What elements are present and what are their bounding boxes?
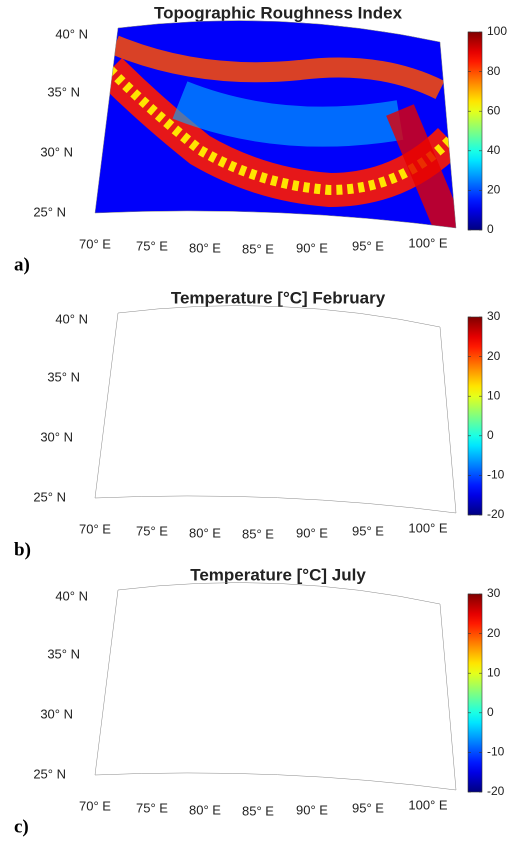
lat-label: 25° N (33, 766, 66, 781)
colorbar-tick-label: -10 (487, 468, 505, 482)
colorbar-tick-label: 60 (487, 103, 501, 117)
lon-label: 70° E (79, 236, 111, 251)
panel-title: Temperature [°C] February (171, 288, 386, 307)
lon-label: 75° E (136, 523, 168, 538)
colorbar-tick-label: 100 (487, 24, 507, 38)
colorbar-tick-label: -20 (487, 784, 505, 798)
lon-label: 80° E (189, 525, 221, 540)
lat-label: 35° N (47, 84, 80, 99)
colorbar-tick-label: 10 (487, 665, 501, 679)
lon-label: 95° E (352, 238, 384, 253)
lon-label: 85° E (242, 526, 274, 541)
colorbar-tick-label: 0 (487, 428, 494, 442)
lon-label: 100° E (408, 520, 448, 535)
lon-label: 70° E (79, 798, 111, 813)
lon-label: 75° E (136, 238, 168, 253)
lon-label: 100° E (408, 797, 448, 812)
colorbar-tick-label: 0 (487, 222, 494, 236)
lon-label: 100° E (408, 235, 448, 250)
lon-label: 80° E (189, 802, 221, 817)
panel-label: c) (14, 816, 29, 837)
lat-label: 40° N (55, 311, 88, 326)
colorbar-tick-label: 20 (487, 349, 501, 363)
lon-label: 75° E (136, 800, 168, 815)
colorbar-tick-label: -10 (487, 745, 505, 759)
lat-label: 35° N (47, 646, 80, 661)
lat-label: 30° N (40, 706, 73, 721)
panel-title: Topographic Roughness Index (154, 3, 403, 22)
colorbar-tick-label: 80 (487, 64, 501, 78)
lat-label: 25° N (33, 489, 66, 504)
lat-label: 30° N (40, 144, 73, 159)
lat-label: 25° N (33, 204, 66, 219)
colorbar (467, 31, 483, 231)
map-outline (94, 582, 457, 791)
colorbar-tick-label: 40 (487, 143, 501, 157)
lon-label: 80° E (189, 240, 221, 255)
lon-label: 85° E (242, 241, 274, 256)
lon-label: 95° E (352, 800, 384, 815)
lon-label: 95° E (352, 523, 384, 538)
colorbar-tick-label: 30 (487, 586, 501, 600)
colorbar-tick-label: 20 (487, 626, 501, 640)
panel-label: a) (14, 254, 30, 275)
colorbar-tick-label: 20 (487, 183, 501, 197)
lon-label: 70° E (79, 521, 111, 536)
map-raster (95, 20, 456, 229)
map-outline (94, 20, 457, 229)
lat-label: 40° N (55, 26, 88, 41)
lon-label: 85° E (242, 803, 274, 818)
colorbar-tick-label: 0 (487, 705, 494, 719)
map-outline (94, 305, 457, 514)
lon-label: 90° E (296, 802, 328, 817)
colorbar-tick-label: 10 (487, 388, 501, 402)
panel-title: Temperature [°C] July (190, 565, 366, 584)
lon-label: 90° E (296, 240, 328, 255)
lat-label: 30° N (40, 429, 73, 444)
colorbar (467, 593, 483, 793)
panel-label: b) (14, 539, 31, 560)
map-raster (80, 562, 480, 822)
map-raster (80, 285, 480, 545)
lon-label: 90° E (296, 525, 328, 540)
colorbar-tick-label: 30 (487, 309, 501, 323)
lat-label: 35° N (47, 369, 80, 384)
lat-label: 40° N (55, 588, 88, 603)
colorbar (467, 316, 483, 516)
colorbar-tick-label: -20 (487, 507, 505, 521)
